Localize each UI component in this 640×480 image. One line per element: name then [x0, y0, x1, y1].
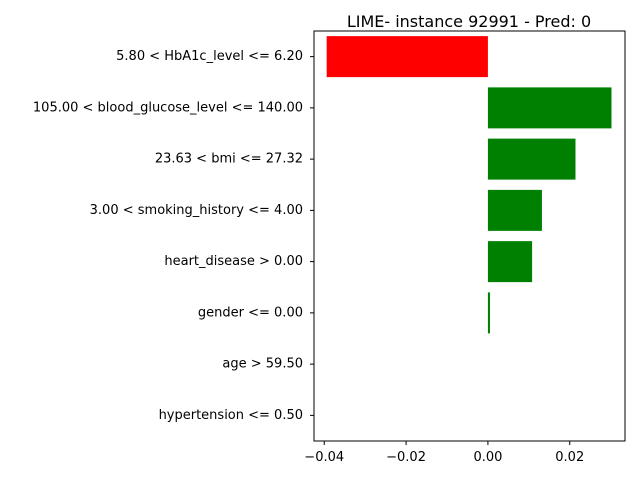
x-tick-label: 0.02	[555, 450, 584, 465]
bar-gender-0-00	[487, 292, 490, 334]
y-tick-label: 105.00 < blood_glucose_level <= 140.00	[33, 100, 303, 115]
bar-105-00-blood-glucose-level-140-00	[487, 87, 612, 129]
y-axis-ticks: 5.80 < HbA1c_level <= 6.20 105.00 < blood…	[33, 49, 314, 423]
y-tick-label: age > 59.50	[222, 357, 303, 372]
bars-group	[326, 36, 612, 334]
plot-frame	[313, 30, 626, 442]
y-tick-label: 3.00 < smoking_history <= 4.00	[90, 203, 303, 218]
bar-23-63-bmi-27-32	[487, 138, 576, 180]
x-axis-ticks: −0.04 −0.02 0.00 0.02	[304, 441, 584, 465]
y-tick-label: heart_disease > 0.00	[164, 254, 303, 269]
y-tick-label: 5.80 < HbA1c_level <= 6.20	[116, 49, 303, 64]
bar-heart-disease-0-00	[487, 241, 533, 283]
chart-title: LIME- instance 92991 - Pred: 0	[347, 12, 591, 31]
x-tick-label: 0.00	[473, 450, 502, 465]
y-tick-label: hypertension <= 0.50	[159, 408, 303, 423]
bar-3-00-smoking-history-4-00	[487, 189, 542, 231]
x-tick-label: −0.02	[386, 450, 426, 465]
y-tick-label: gender <= 0.00	[198, 305, 303, 320]
y-tick-label: 23.63 < bmi <= 27.32	[155, 152, 303, 167]
bar-5-80-hba1c-level-6-20	[326, 36, 488, 78]
x-tick-label: −0.04	[304, 450, 344, 465]
